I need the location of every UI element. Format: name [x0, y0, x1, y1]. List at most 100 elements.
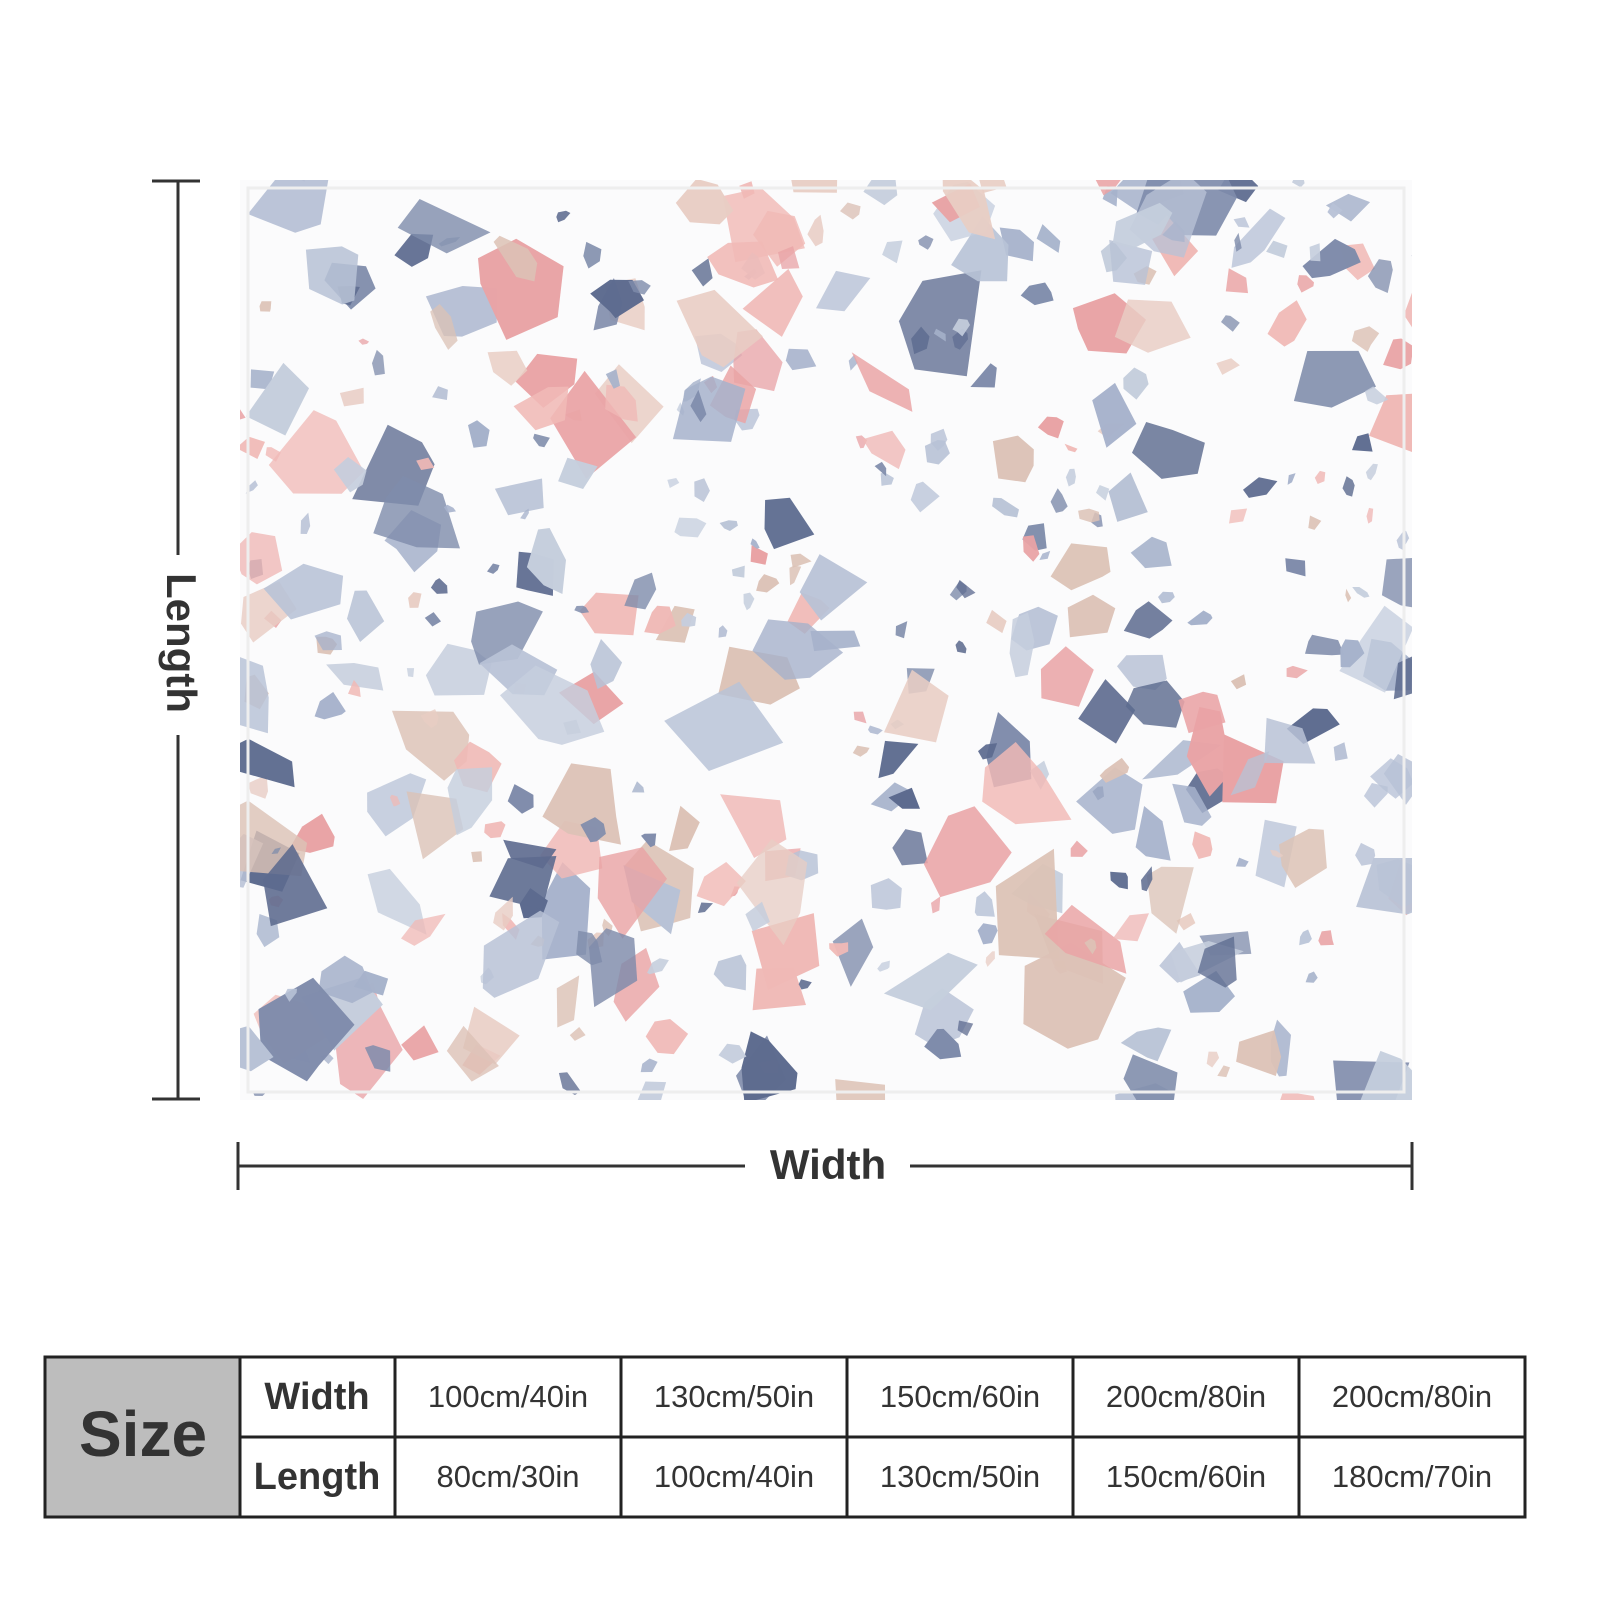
terrazzo-chip: [1267, 300, 1307, 347]
terrazzo-chip: [1036, 224, 1061, 253]
terrazzo-chip: [397, 199, 491, 254]
terrazzo-chip: [1270, 849, 1283, 858]
terrazzo-chip: [1308, 515, 1322, 530]
terrazzo-chip: [870, 878, 902, 910]
terrazzo-chip: [513, 386, 569, 431]
terrazzo-chip: [347, 590, 385, 642]
terrazzo-chip: [1022, 535, 1040, 562]
terrazzo-chip: [835, 1079, 886, 1100]
terrazzo-chip: [628, 280, 651, 295]
terrazzo-chip: [918, 235, 934, 250]
terrazzo-chip: [574, 605, 590, 614]
terrazzo-chip: [785, 348, 817, 371]
terrazzo-chip: [515, 353, 578, 408]
terrazzo-chip: [955, 640, 967, 654]
terrazzo-chip: [406, 668, 415, 678]
terrazzo-chip: [1064, 443, 1078, 453]
terrazzo-chip: [373, 475, 460, 549]
terrazzo-chip: [1266, 240, 1288, 258]
terrazzo-chip: [401, 1025, 439, 1061]
terrazzo-chip: [1078, 508, 1100, 523]
terrazzo-chip: [259, 301, 272, 312]
terrazzo-chip: [526, 528, 566, 594]
terrazzo-chip: [1135, 806, 1171, 861]
terrazzo-chip: [840, 202, 861, 220]
terrazzo-chip: [1216, 358, 1240, 375]
terrazzo-chip: [245, 362, 309, 436]
terrazzo-chip: [1305, 634, 1345, 656]
terrazzo-chip: [764, 497, 815, 550]
terrazzo-chip: [1187, 610, 1213, 626]
terrazzo-chip: [888, 787, 920, 809]
terrazzo-chip: [494, 478, 544, 516]
terrazzo-chip: [487, 350, 528, 386]
terrazzo-chip: [1206, 1051, 1220, 1068]
terrazzo-chip: [1117, 654, 1167, 691]
terrazzo-chip: [911, 326, 930, 355]
terrazzo-chip: [1333, 742, 1348, 761]
terrazzo-chip: [493, 235, 538, 282]
terrazzo-chip: [718, 1043, 747, 1064]
size-cell: 80cm/30in: [436, 1459, 579, 1494]
terrazzo-chip: [1192, 831, 1213, 859]
terrazzo-chip: [1411, 254, 1412, 257]
terrazzo-chip: [951, 216, 1009, 282]
terrazzo-chip: [745, 901, 770, 932]
terrazzo-chip: [1403, 292, 1412, 328]
terrazzo-chip: [224, 731, 236, 739]
terrazzo-chip: [1178, 691, 1226, 734]
terrazzo-chip: [1318, 930, 1334, 946]
terrazzo-chip: [924, 1028, 962, 1060]
terrazzo-chip: [271, 847, 281, 854]
terrazzo-chip: [1217, 1065, 1230, 1078]
terrazzo-chip: [605, 384, 638, 422]
terrazzo-chip: [957, 1020, 974, 1036]
terrazzo-chip: [425, 643, 492, 696]
terrazzo-chip: [1345, 588, 1352, 603]
terrazzo-chip: [1114, 299, 1191, 353]
terrazzo-chip: [394, 233, 434, 267]
terrazzo-chip: [884, 669, 949, 743]
terrazzo-chip: [1108, 472, 1148, 522]
terrazzo-chip: [333, 457, 367, 493]
terrazzo-chip: [970, 363, 997, 388]
terrazzo-chip: [1037, 416, 1064, 439]
terrazzo-chip: [1367, 259, 1393, 293]
width-label: Width: [770, 1141, 886, 1188]
size-cell: 200cm/80in: [1106, 1379, 1266, 1414]
terrazzo-chip: [550, 370, 637, 479]
terrazzo-chip: [240, 436, 265, 459]
terrazzo-chip: [1352, 433, 1373, 452]
width-dimension: [236, 1142, 1414, 1190]
terrazzo-chip: [1302, 238, 1361, 279]
terrazzo-chip: [933, 328, 946, 342]
terrazzo-chip: [1132, 422, 1205, 479]
terrazzo-chip: [326, 663, 384, 691]
terrazzo-chip: [675, 180, 734, 225]
terrazzo-chip: [816, 270, 871, 312]
terrazzo-chip: [750, 545, 768, 565]
terrazzo-chip: [1286, 665, 1308, 679]
terrazzo-chip: [392, 710, 470, 781]
terrazzo-chip: [1110, 871, 1128, 890]
terrazzo-chip: [1342, 476, 1355, 497]
terrazzo-chip: [240, 409, 246, 420]
terrazzo-chip: [263, 563, 344, 620]
size-table: Size Width 100cm/40in 130cm/50in 150cm/60in…: [43, 1355, 1527, 1519]
terrazzo-chip: [883, 952, 978, 1011]
terrazzo-chip: [533, 433, 550, 448]
size-cell: 150cm/60in: [880, 1379, 1040, 1414]
terrazzo-chip: [1369, 393, 1412, 453]
terrazzo-chip: [713, 954, 747, 991]
terrazzo-chip: [1099, 757, 1130, 783]
terrazzo-chip: [556, 975, 580, 1028]
blanket-hem: [246, 186, 1406, 1094]
terrazzo-chip: [736, 839, 808, 946]
terrazzo-chip: [694, 478, 710, 502]
terrazzo-chip: [832, 918, 874, 987]
terrazzo-chip: [892, 829, 928, 866]
terrazzo-chip: [974, 891, 995, 917]
terrazzo-chip: [882, 240, 903, 264]
size-header: Size: [79, 1398, 207, 1470]
terrazzo-chip: [1351, 326, 1380, 352]
